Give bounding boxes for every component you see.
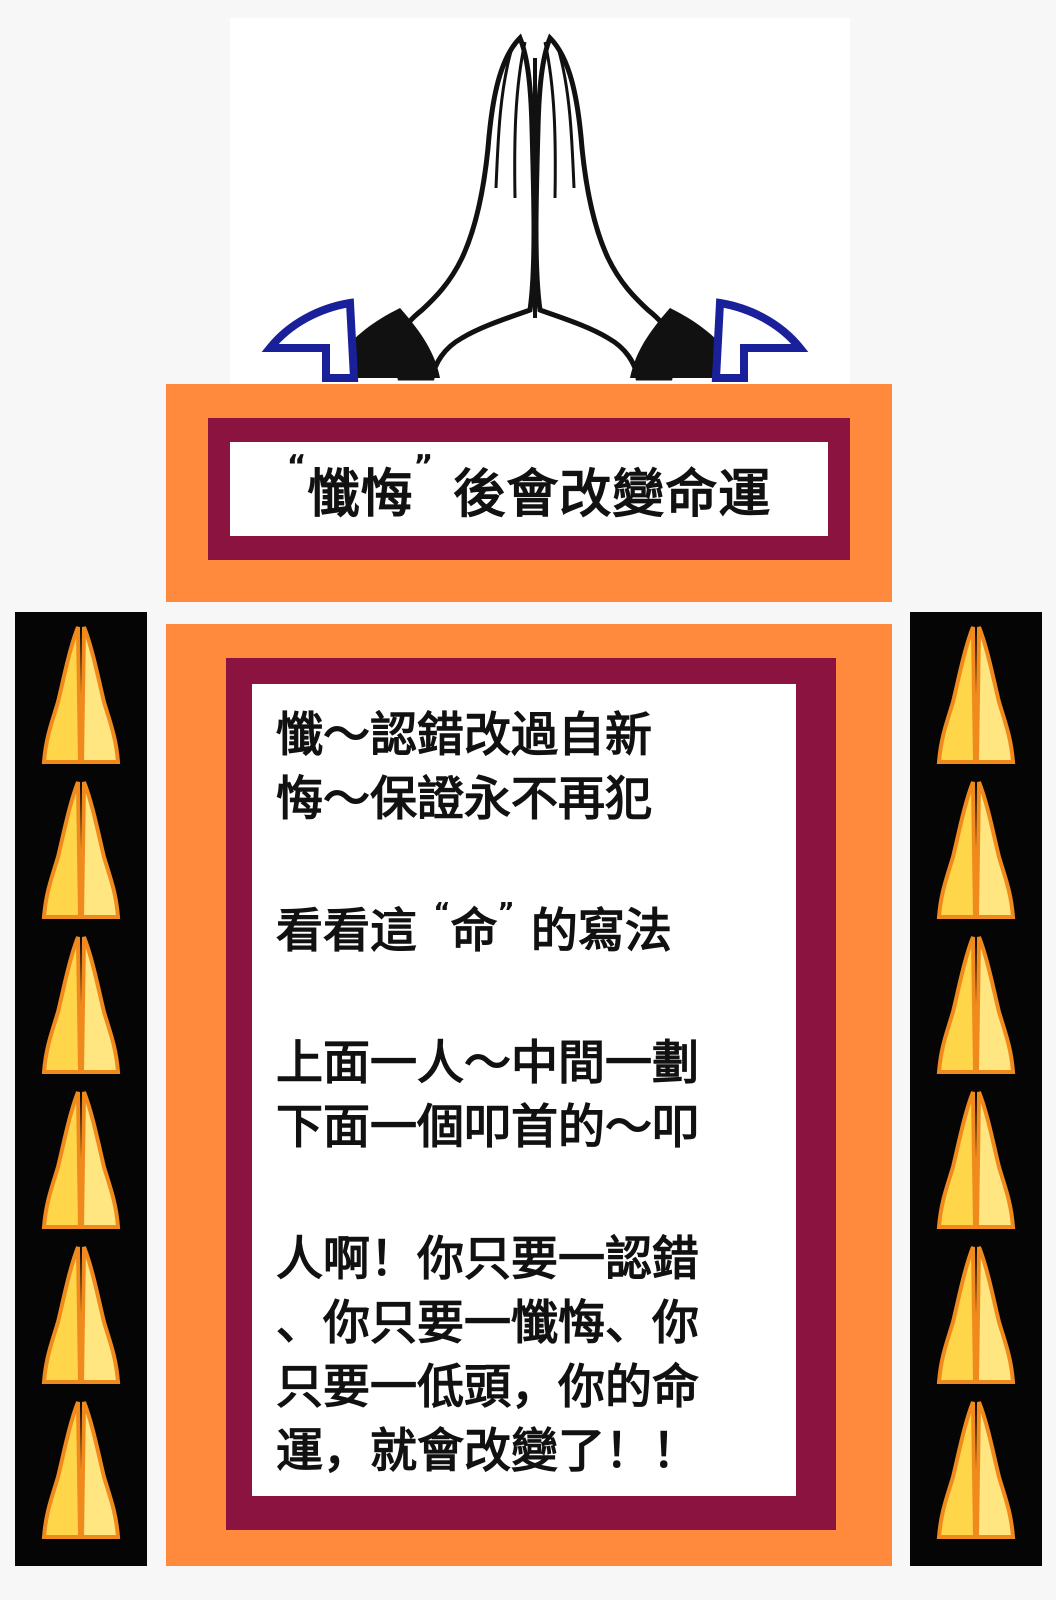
body-line-2: 悔～保證永不再犯 <box>276 772 652 827</box>
title-inner: “懺悔” 後會改變命運 <box>230 442 828 536</box>
body-line-3-quote-close: ” <box>497 898 515 928</box>
body-line-4: 上面一人～中間一劃 <box>276 1036 699 1091</box>
praying-hands-flame-icon <box>936 1091 1016 1229</box>
body-line-3-suffix: 的寫法 <box>514 904 672 959</box>
praying-hands-icon <box>230 18 850 388</box>
main-text-area: 懺～認錯改過自新 悔～保證永不再犯 看看這 “命” 的寫法 上面一人～中間一劃 … <box>252 684 796 1496</box>
title-frame: “懺悔” 後會改變命運 <box>208 418 850 560</box>
title-rest: 後會改變命運 <box>434 464 772 525</box>
body-line-3: 看看這 “命” 的寫法 <box>276 900 784 964</box>
left-hands-strip <box>15 612 147 1566</box>
page-title: “懺悔” 後會改變命運 <box>286 448 772 527</box>
praying-hands-flame-icon <box>41 1091 121 1229</box>
title-quote-close: ” <box>413 448 435 484</box>
praying-hands-flame-icon <box>936 1401 1016 1539</box>
praying-hands-flame-icon <box>41 936 121 1074</box>
right-hands-strip <box>910 612 1042 1566</box>
body-line-3-quote-open: “ <box>433 898 451 928</box>
title-panel: “懺悔” 後會改變命運 <box>166 384 892 602</box>
blank-gap <box>276 1160 784 1228</box>
body-line-3-word: 命 <box>450 904 498 959</box>
praying-hands-flame-icon <box>936 936 1016 1074</box>
body-line-5: 下面一個叩首的～叩 <box>276 1100 699 1155</box>
praying-hands-flame-icon <box>936 1246 1016 1384</box>
praying-hands-flame-icon <box>936 781 1016 919</box>
body-line-3-prefix: 看看這 <box>276 904 434 959</box>
title-quote-open: “ <box>286 448 308 484</box>
blank-gap <box>276 832 784 900</box>
main-frame: 懺～認錯改過自新 悔～保證永不再犯 看看這 “命” 的寫法 上面一人～中間一劃 … <box>226 658 836 1530</box>
blank-gap <box>276 964 784 1032</box>
title-quoted-word: 懺悔 <box>307 464 414 525</box>
body-line-8: 只要一低頭，你的命 <box>276 1360 699 1415</box>
praying-hands-flame-icon <box>41 626 121 764</box>
body-line-6: 人啊！你只要一認錯 <box>276 1232 699 1287</box>
body-line-1: 懺～認錯改過自新 <box>276 708 652 763</box>
praying-hands-flame-icon <box>41 1401 121 1539</box>
main-panel: 懺～認錯改過自新 悔～保證永不再犯 看看這 “命” 的寫法 上面一人～中間一劃 … <box>166 624 892 1566</box>
praying-hands-flame-icon <box>41 1246 121 1384</box>
praying-hands-flame-icon <box>936 626 1016 764</box>
body-line-9: 運，就會改變了！！ <box>276 1424 699 1479</box>
praying-hands-flame-icon <box>41 781 121 919</box>
body-line-7: 、你只要一懺悔、你 <box>276 1296 699 1351</box>
